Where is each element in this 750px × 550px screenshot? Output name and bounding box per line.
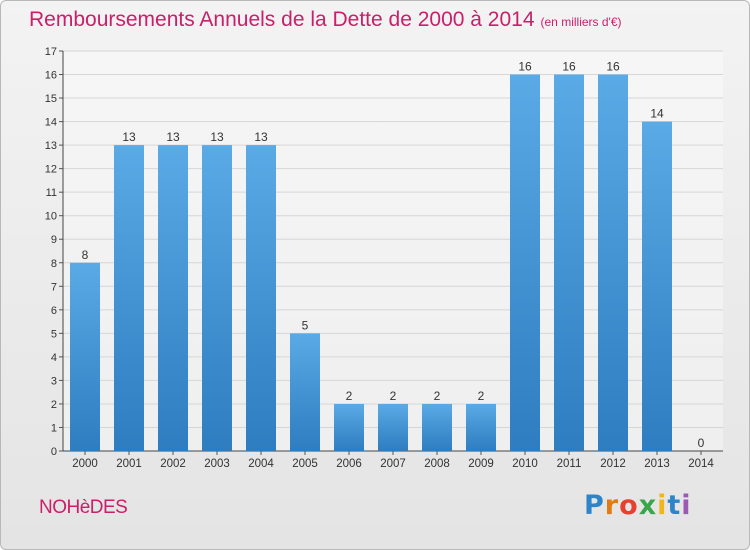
data-label-2003: 13: [210, 130, 224, 144]
logo-letter: o: [619, 490, 639, 521]
x-tick-label-2004: 2004: [248, 458, 274, 470]
data-label-2000: 8: [82, 248, 89, 262]
logo-letter: P: [584, 490, 605, 521]
logo-letter: i: [657, 490, 668, 521]
bar-2010: [510, 74, 540, 451]
bar-2012: [598, 74, 628, 451]
bar-2009: [466, 403, 496, 451]
logo-letter: x: [638, 490, 658, 521]
x-tick-label-2003: 2003: [204, 458, 230, 470]
y-tick-label: 15: [45, 93, 57, 105]
data-label-2014: 0: [698, 436, 705, 450]
x-tick-label-2013: 2013: [644, 458, 670, 470]
data-label-2002: 13: [166, 130, 180, 144]
y-tick-label: 13: [45, 140, 57, 152]
bar-2007: [378, 403, 408, 451]
data-label-2005: 5: [302, 318, 309, 332]
x-tick-label-2011: 2011: [557, 458, 582, 470]
x-tick-label-2006: 2006: [336, 458, 362, 470]
bar-2003: [202, 145, 232, 451]
data-label-2004: 13: [254, 130, 268, 144]
chart-title-text: Remboursements Annuels de la Dette de 20…: [29, 8, 535, 31]
y-tick-label: 17: [45, 46, 57, 58]
y-tick-label: 14: [45, 117, 57, 129]
y-tick-label: 12: [45, 164, 57, 176]
y-tick-label: 5: [51, 328, 57, 340]
data-label-2012: 16: [606, 60, 620, 74]
data-label-2008: 2: [434, 389, 441, 403]
bar-2011: [554, 74, 584, 451]
bar-2008: [422, 403, 452, 451]
y-tick-label: 2: [51, 399, 57, 411]
x-tick-label-2001: 2001: [116, 458, 142, 470]
bar-2013: [642, 121, 672, 452]
y-tick-label: 16: [45, 70, 57, 82]
bar-2001: [114, 145, 144, 451]
x-tick-label-2010: 2010: [512, 458, 538, 470]
data-label-2010: 16: [518, 60, 532, 74]
logo-letter: r: [604, 490, 620, 521]
logo-letter: i: [681, 490, 692, 521]
x-tick-label-2005: 2005: [292, 458, 318, 470]
y-tick-label: 11: [46, 187, 57, 199]
y-tick-label: 0: [51, 446, 57, 458]
y-tick-label: 7: [51, 281, 57, 293]
bar-2005: [290, 333, 320, 451]
y-tick-label: 3: [51, 375, 57, 387]
data-label-2006: 2: [346, 389, 353, 403]
x-tick-label-2012: 2012: [600, 458, 626, 470]
data-label-2007: 2: [390, 389, 397, 403]
x-tick-label-2008: 2008: [424, 458, 450, 470]
y-tick-label: 6: [51, 305, 57, 317]
y-tick-label: 4: [51, 352, 57, 364]
commune-name: NOHèDES: [39, 497, 128, 518]
data-label-2013: 14: [650, 107, 664, 121]
data-label-2001: 13: [122, 130, 136, 144]
data-label-2009: 2: [478, 389, 485, 403]
proxiti-logo[interactable]: Proxiti: [584, 490, 692, 521]
x-tick-label-2014: 2014: [688, 458, 714, 470]
bar-2000: [70, 262, 100, 451]
x-tick-label-2002: 2002: [160, 458, 186, 470]
x-tick-label-2007: 2007: [380, 458, 406, 470]
chart-unit: (en milliers d'€): [540, 15, 622, 29]
logo-letter: t: [667, 490, 682, 521]
x-tick-label-2000: 2000: [72, 458, 98, 470]
bar-2006: [334, 403, 364, 451]
y-tick-label: 8: [51, 258, 57, 270]
y-tick-label: 10: [45, 211, 57, 223]
y-tick-label: 1: [51, 422, 57, 434]
chart-title: Remboursements Annuels de la Dette de 20…: [29, 8, 622, 32]
bar-2004: [246, 145, 276, 451]
y-tick-label: 9: [51, 234, 57, 246]
bar-2002: [158, 145, 188, 451]
data-label-2011: 16: [562, 60, 576, 74]
x-tick-label-2009: 2009: [468, 458, 494, 470]
